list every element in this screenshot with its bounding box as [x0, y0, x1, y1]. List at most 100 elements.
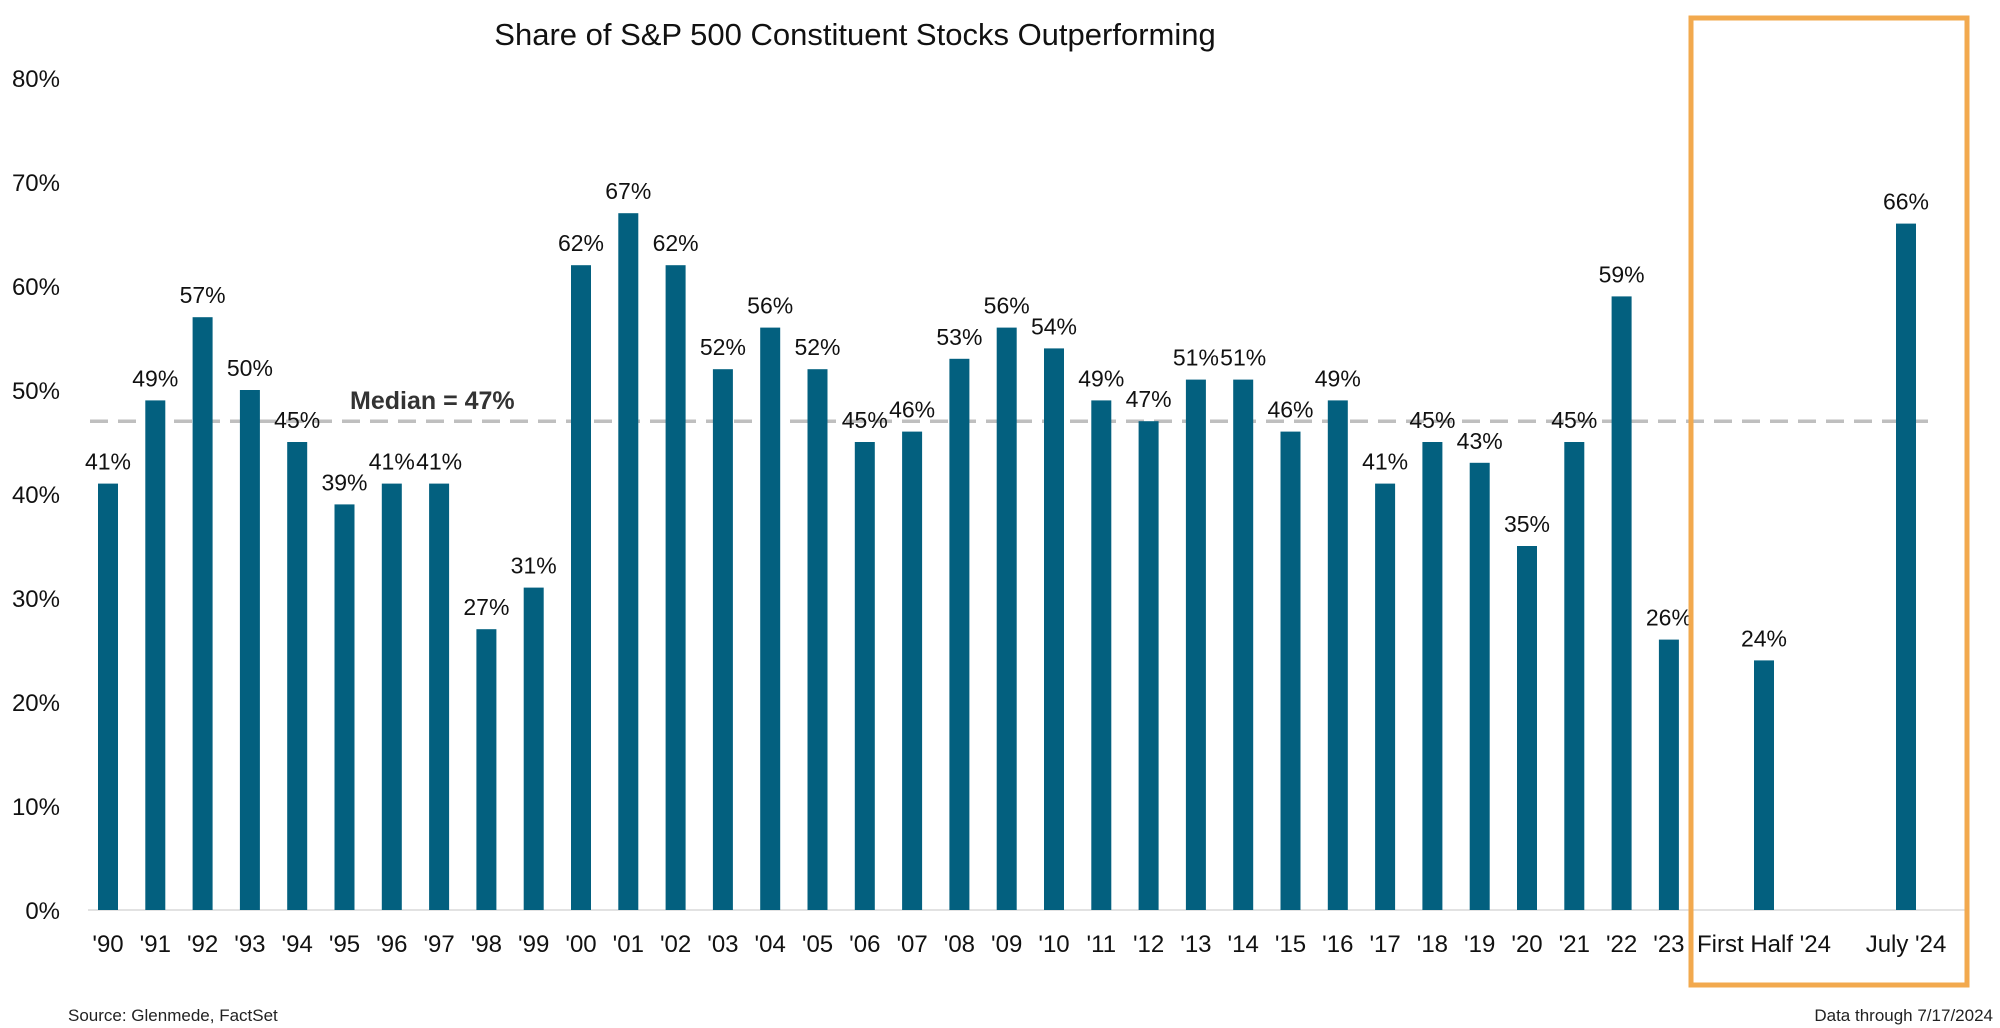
x-tick-label: '02 — [660, 931, 691, 958]
x-tick-label: '12 — [1133, 931, 1164, 958]
data-through-note: Data through 7/17/2024 — [1814, 1006, 1993, 1025]
data-label: 26% — [1646, 605, 1692, 631]
data-label: 57% — [180, 282, 226, 308]
data-label: 45% — [842, 407, 888, 433]
x-tick-label: July '24 — [1866, 931, 1947, 958]
data-label: 56% — [747, 293, 793, 319]
x-tick-label: '00 — [565, 931, 596, 958]
bar — [239, 390, 260, 910]
data-label: 53% — [936, 324, 982, 350]
data-label: 51% — [1220, 345, 1266, 371]
x-tick-label: '91 — [140, 931, 171, 958]
y-tick-label: 40% — [12, 482, 60, 509]
bar — [523, 587, 544, 910]
x-tick-label: '05 — [802, 931, 833, 958]
bar — [145, 400, 166, 910]
bar — [1611, 296, 1632, 910]
data-label: 39% — [321, 469, 367, 495]
bar — [192, 317, 213, 910]
x-tick-label: '96 — [376, 931, 407, 958]
data-label: 62% — [558, 230, 604, 256]
bar — [1327, 400, 1348, 910]
x-tick-label: '07 — [896, 931, 927, 958]
x-tick-label: '14 — [1228, 931, 1259, 958]
x-tick-label: '94 — [282, 931, 313, 958]
bar — [1233, 379, 1254, 911]
y-tick-label: 30% — [12, 586, 60, 613]
bar — [1469, 462, 1490, 910]
x-tick-label: '09 — [991, 931, 1022, 958]
bar — [1658, 639, 1679, 910]
x-tick-label: '03 — [707, 931, 738, 958]
bar — [1754, 660, 1774, 910]
y-tick-label: 50% — [12, 378, 60, 405]
data-label: 49% — [132, 365, 178, 391]
y-axis: 0% 10% 20% 30% 40% 50% 60% 70% 80% — [12, 66, 60, 925]
bar — [1375, 483, 1396, 910]
x-tick-label: '93 — [234, 931, 265, 958]
bar — [996, 327, 1017, 911]
bar — [1517, 546, 1537, 910]
x-tick-label: '08 — [944, 931, 975, 958]
x-tick-label: '19 — [1464, 931, 1495, 958]
x-tick-label: '90 — [92, 931, 123, 958]
data-label: 59% — [1599, 261, 1645, 287]
bar — [381, 483, 402, 910]
x-tick-label: '16 — [1322, 931, 1353, 958]
x-tick-label: '18 — [1417, 931, 1448, 958]
data-label: 45% — [1409, 407, 1455, 433]
data-label: 41% — [369, 449, 415, 475]
data-label: 41% — [85, 449, 131, 475]
data-label: 52% — [794, 334, 840, 360]
bar — [949, 358, 970, 910]
data-labels: 41%49%57%50%45%39%41% 41%27%31%62%67%62%5… — [85, 178, 1929, 651]
data-label: 45% — [1551, 407, 1597, 433]
data-label: 41% — [1362, 449, 1408, 475]
bar — [571, 265, 591, 910]
data-label: 46% — [1267, 397, 1313, 423]
data-label: 52% — [700, 334, 746, 360]
data-label: 56% — [984, 293, 1030, 319]
y-tick-label: 80% — [12, 66, 60, 93]
x-tick-label: '97 — [423, 931, 454, 958]
median-label: Median = 47% — [350, 387, 515, 415]
data-label: 62% — [653, 230, 699, 256]
data-label: 51% — [1173, 345, 1219, 371]
x-tick-label: '15 — [1275, 931, 1306, 958]
x-tick-label: '98 — [471, 931, 502, 958]
data-label: 54% — [1031, 313, 1077, 339]
data-label: 47% — [1126, 386, 1172, 412]
x-tick-label: '20 — [1511, 931, 1542, 958]
data-label: 31% — [511, 553, 557, 579]
y-tick-label: 20% — [12, 690, 60, 717]
bar — [429, 483, 450, 910]
data-label: 35% — [1504, 511, 1550, 537]
source-note: Source: Glenmede, FactSet — [68, 1006, 278, 1025]
bar — [665, 265, 686, 910]
x-tick-label: '23 — [1653, 931, 1684, 958]
bar — [1896, 223, 1916, 911]
chart-title: Share of S&P 500 Constituent Stocks Outp… — [494, 17, 1215, 52]
bar — [1044, 348, 1064, 910]
x-tick-label: '95 — [329, 931, 360, 958]
bar — [854, 442, 875, 910]
x-tick-label: '21 — [1559, 931, 1590, 958]
x-tick-label: '92 — [187, 931, 218, 958]
bar — [334, 504, 355, 910]
data-label: 27% — [463, 594, 509, 620]
x-tick-label: '11 — [1087, 931, 1117, 958]
x-tick-label: '06 — [849, 931, 880, 958]
y-tick-label: 10% — [12, 794, 60, 821]
bar — [760, 327, 781, 911]
x-tick-label: '17 — [1369, 931, 1400, 958]
x-tick-label: First Half '24 — [1697, 931, 1831, 958]
bar — [1422, 442, 1443, 910]
bar — [287, 442, 308, 910]
bar — [1185, 379, 1206, 911]
y-tick-label: 60% — [12, 274, 60, 301]
x-tick-label: '10 — [1038, 931, 1069, 958]
data-label: 46% — [889, 397, 935, 423]
data-label: 66% — [1883, 189, 1929, 215]
bar — [1138, 421, 1159, 910]
x-tick-label: '04 — [755, 931, 786, 958]
